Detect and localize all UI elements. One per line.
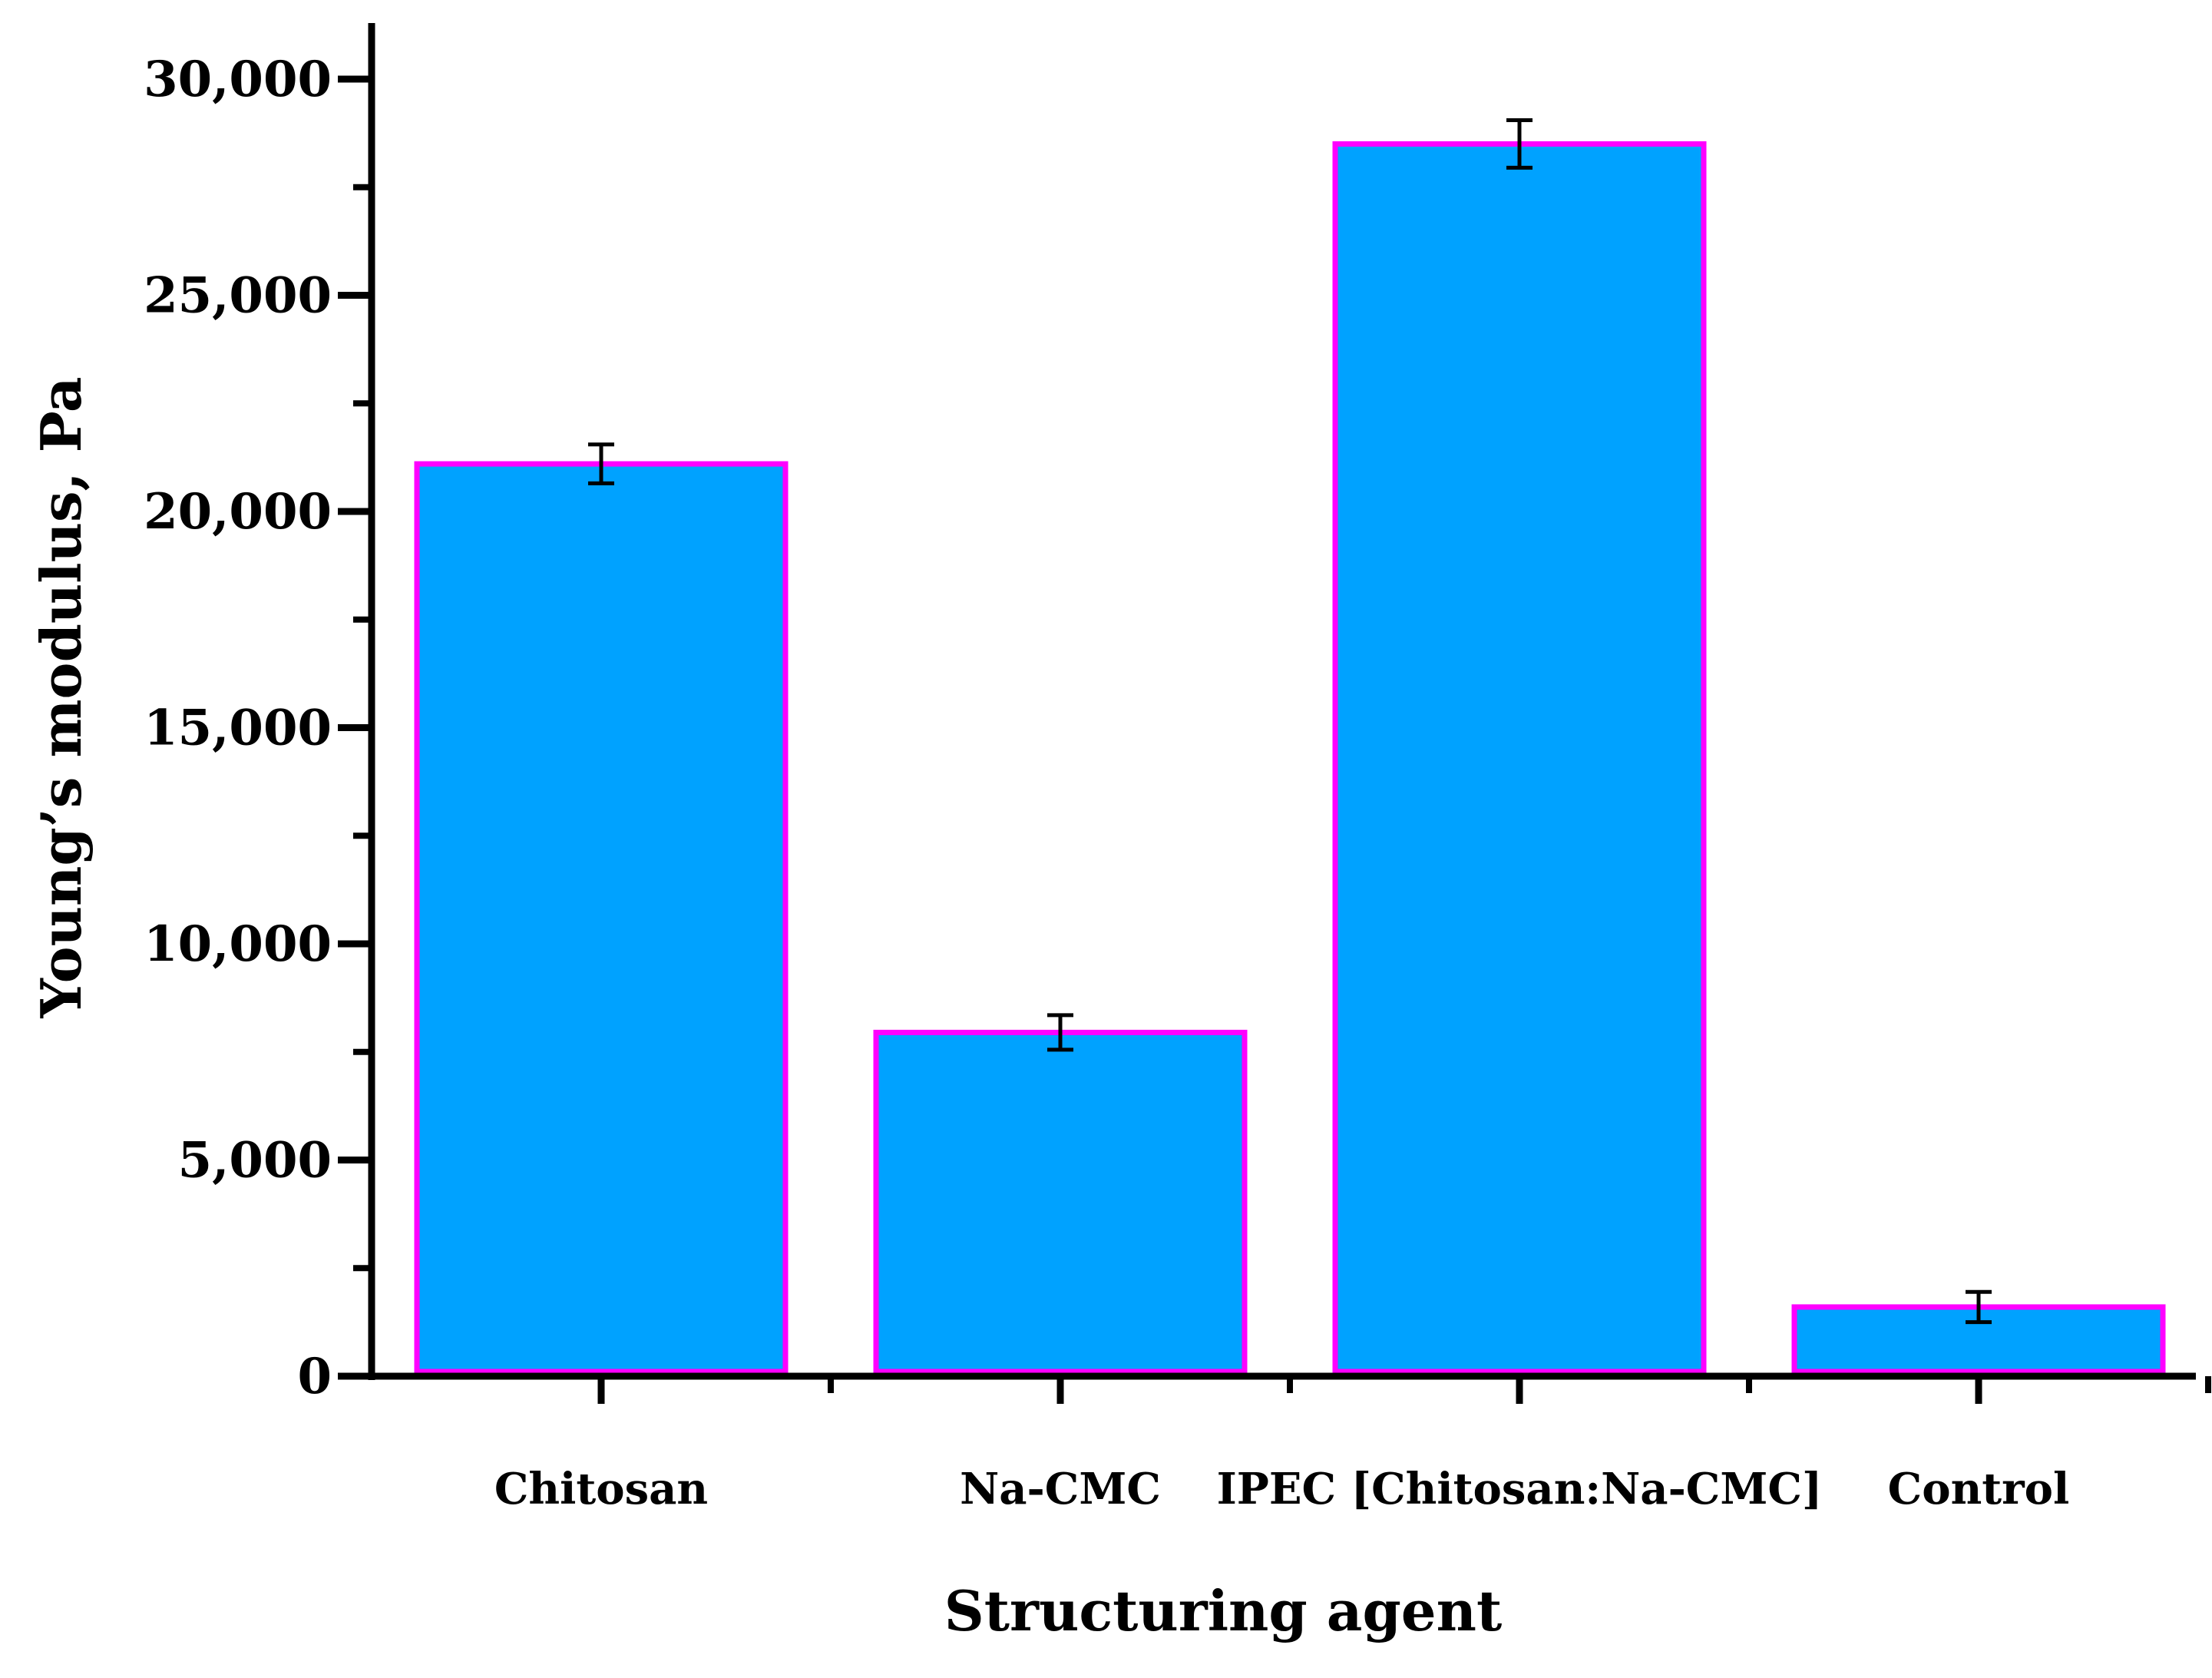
y-tick-label-3: 15,000 [144,700,332,757]
y-tick-label-1: 5,000 [178,1132,332,1190]
x-axis-title: Structuring agent [944,1578,1502,1643]
bar-na-cmc [873,1029,1248,1375]
error-bars-group [588,117,1992,1325]
x-tick-label-na-cmc: Na-CMC [960,1464,1161,1514]
y-axis-title: Young’s modulus, Pa [28,377,94,1019]
error-bar-ipec-chitosan-na-cmc [1506,117,1533,170]
x-tick-label-control: Control [1888,1464,2070,1514]
axes-group [368,23,2196,1380]
bar-chitosan [414,461,789,1375]
error-bar-na-cmc [1047,1013,1073,1052]
bars-group [414,141,2166,1375]
y-tick-label-6: 30,000 [144,51,332,108]
x-tick-label-ipec-chitosan-na-cmc: IPEC [Chitosan:Na-CMC] [1217,1464,1823,1514]
bar-ipec-chitosan-na-cmc [1332,141,1707,1375]
y-tick-label-5: 25,000 [144,267,332,325]
y-tick-label-4: 20,000 [144,483,332,541]
error-bar-chitosan [588,442,614,485]
y-tick-label-2: 10,000 [144,915,332,973]
y-tick-label-0: 0 [297,1348,332,1405]
y-ticks-group: 0 5,000 10,000 15,000 20,000 25,000 30,000 [144,51,372,1405]
x-ticks-group: Chitosan Na-CMC IPEC [Chitosan:Na-CMC] Cont… [494,1376,2211,1514]
x-tick-label-chitosan: Chitosan [494,1464,708,1514]
error-bar-control [1966,1289,1992,1325]
